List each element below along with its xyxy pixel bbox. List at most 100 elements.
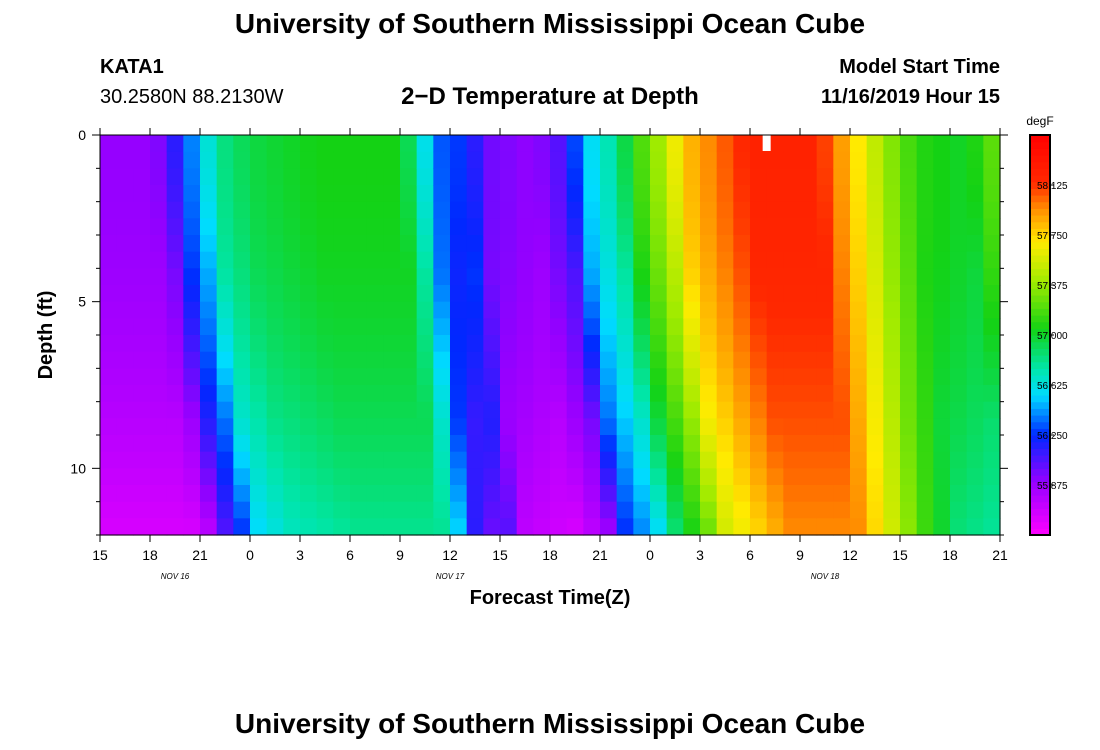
heatmap-cell <box>766 518 784 536</box>
heatmap-cell <box>933 351 951 369</box>
heatmap-cell <box>400 151 418 169</box>
heatmap-cell <box>100 235 118 253</box>
x-tick-label: 18 <box>942 547 958 563</box>
heatmap-cell <box>833 235 851 253</box>
heatmap-cell <box>750 301 768 319</box>
heatmap-cell <box>133 401 151 419</box>
heatmap-cell <box>100 285 118 303</box>
heatmap-cell <box>683 501 701 519</box>
heatmap-cell <box>516 135 534 153</box>
heatmap-cell <box>733 385 751 403</box>
heatmap-cell <box>566 168 584 186</box>
heatmap-cell <box>250 251 268 269</box>
heatmap-cell <box>650 318 668 336</box>
heatmap-cell <box>750 368 768 386</box>
heatmap-cell <box>550 518 568 536</box>
heatmap-cell <box>950 385 968 403</box>
heatmap-cell <box>933 168 951 186</box>
heatmap-cell <box>866 185 884 203</box>
heatmap-cell <box>700 268 718 286</box>
heatmap-cell <box>733 168 751 186</box>
heatmap-cell <box>533 385 551 403</box>
heatmap-cell <box>566 435 584 453</box>
heatmap-cell <box>716 335 734 353</box>
heatmap-cell <box>816 268 834 286</box>
heatmap-cell <box>500 368 518 386</box>
heatmap-cell <box>100 301 118 319</box>
heatmap-cell <box>583 235 601 253</box>
heatmap-cell <box>766 251 784 269</box>
heatmap-cell <box>850 185 868 203</box>
heatmap-cell <box>700 185 718 203</box>
heatmap-cell <box>216 335 234 353</box>
heatmap-cell <box>466 168 484 186</box>
heatmap-cell <box>216 468 234 486</box>
heatmap-cell <box>500 201 518 219</box>
heatmap-cell <box>616 151 634 169</box>
heatmap-cell <box>650 501 668 519</box>
heatmap-cell <box>800 235 818 253</box>
heatmap-cell <box>616 168 634 186</box>
heatmap-cell <box>500 451 518 469</box>
heatmap-cell <box>983 368 1001 386</box>
heatmap-cell <box>183 151 201 169</box>
heatmap-cell <box>150 151 168 169</box>
heatmap-cell <box>350 235 368 253</box>
heatmap-cell <box>550 201 568 219</box>
heatmap-cell <box>733 218 751 236</box>
heatmap-cell <box>900 518 918 536</box>
heatmap-cell <box>683 351 701 369</box>
heatmap-cell <box>666 351 684 369</box>
heatmap-cell <box>766 351 784 369</box>
heatmap-cell <box>516 435 534 453</box>
heatmap-cell <box>483 518 501 536</box>
heatmap-cell <box>333 201 351 219</box>
heatmap-cell <box>433 518 451 536</box>
heatmap-cell <box>883 501 901 519</box>
heatmap-cell <box>483 451 501 469</box>
heatmap-cell <box>333 185 351 203</box>
heatmap-cell <box>200 518 218 536</box>
heatmap-cell <box>283 151 301 169</box>
heatmap-cell <box>566 518 584 536</box>
heatmap-cell <box>216 351 234 369</box>
heatmap-cell <box>500 335 518 353</box>
heatmap-cell <box>600 451 618 469</box>
heatmap-cell <box>816 518 834 536</box>
heatmap-cell <box>416 318 434 336</box>
heatmap-cell <box>616 218 634 236</box>
heatmap-cell <box>300 251 318 269</box>
heatmap-cell <box>116 151 134 169</box>
heatmap-cell <box>666 368 684 386</box>
heatmap-cell <box>566 468 584 486</box>
heatmap-cell <box>883 301 901 319</box>
heatmap-cell <box>816 135 834 153</box>
heatmap-cell <box>983 335 1001 353</box>
heatmap-cell <box>683 318 701 336</box>
heatmap-cell <box>350 435 368 453</box>
heatmap-cell <box>833 401 851 419</box>
heatmap-cell <box>283 235 301 253</box>
heatmap-cell <box>616 351 634 369</box>
heatmap-cell <box>800 401 818 419</box>
heatmap-cell <box>750 401 768 419</box>
colorbar-segment <box>1030 328 1050 336</box>
heatmap-cell <box>433 335 451 353</box>
colorbar-segment <box>1030 161 1050 169</box>
heatmap-cell <box>200 368 218 386</box>
heatmap-cell <box>450 418 468 436</box>
heatmap-cell <box>250 235 268 253</box>
heatmap-cell <box>350 318 368 336</box>
colorbar-segment <box>1030 255 1050 263</box>
heatmap-cell <box>816 435 834 453</box>
heatmap-cell <box>833 168 851 186</box>
heatmap-cell <box>866 418 884 436</box>
heatmap-cell <box>900 385 918 403</box>
heatmap-cell <box>933 418 951 436</box>
heatmap-cell <box>466 368 484 386</box>
heatmap-cell <box>983 485 1001 503</box>
heatmap-cell <box>400 401 418 419</box>
heatmap-cell <box>800 368 818 386</box>
heatmap-cell <box>150 268 168 286</box>
heatmap-cell <box>766 235 784 253</box>
